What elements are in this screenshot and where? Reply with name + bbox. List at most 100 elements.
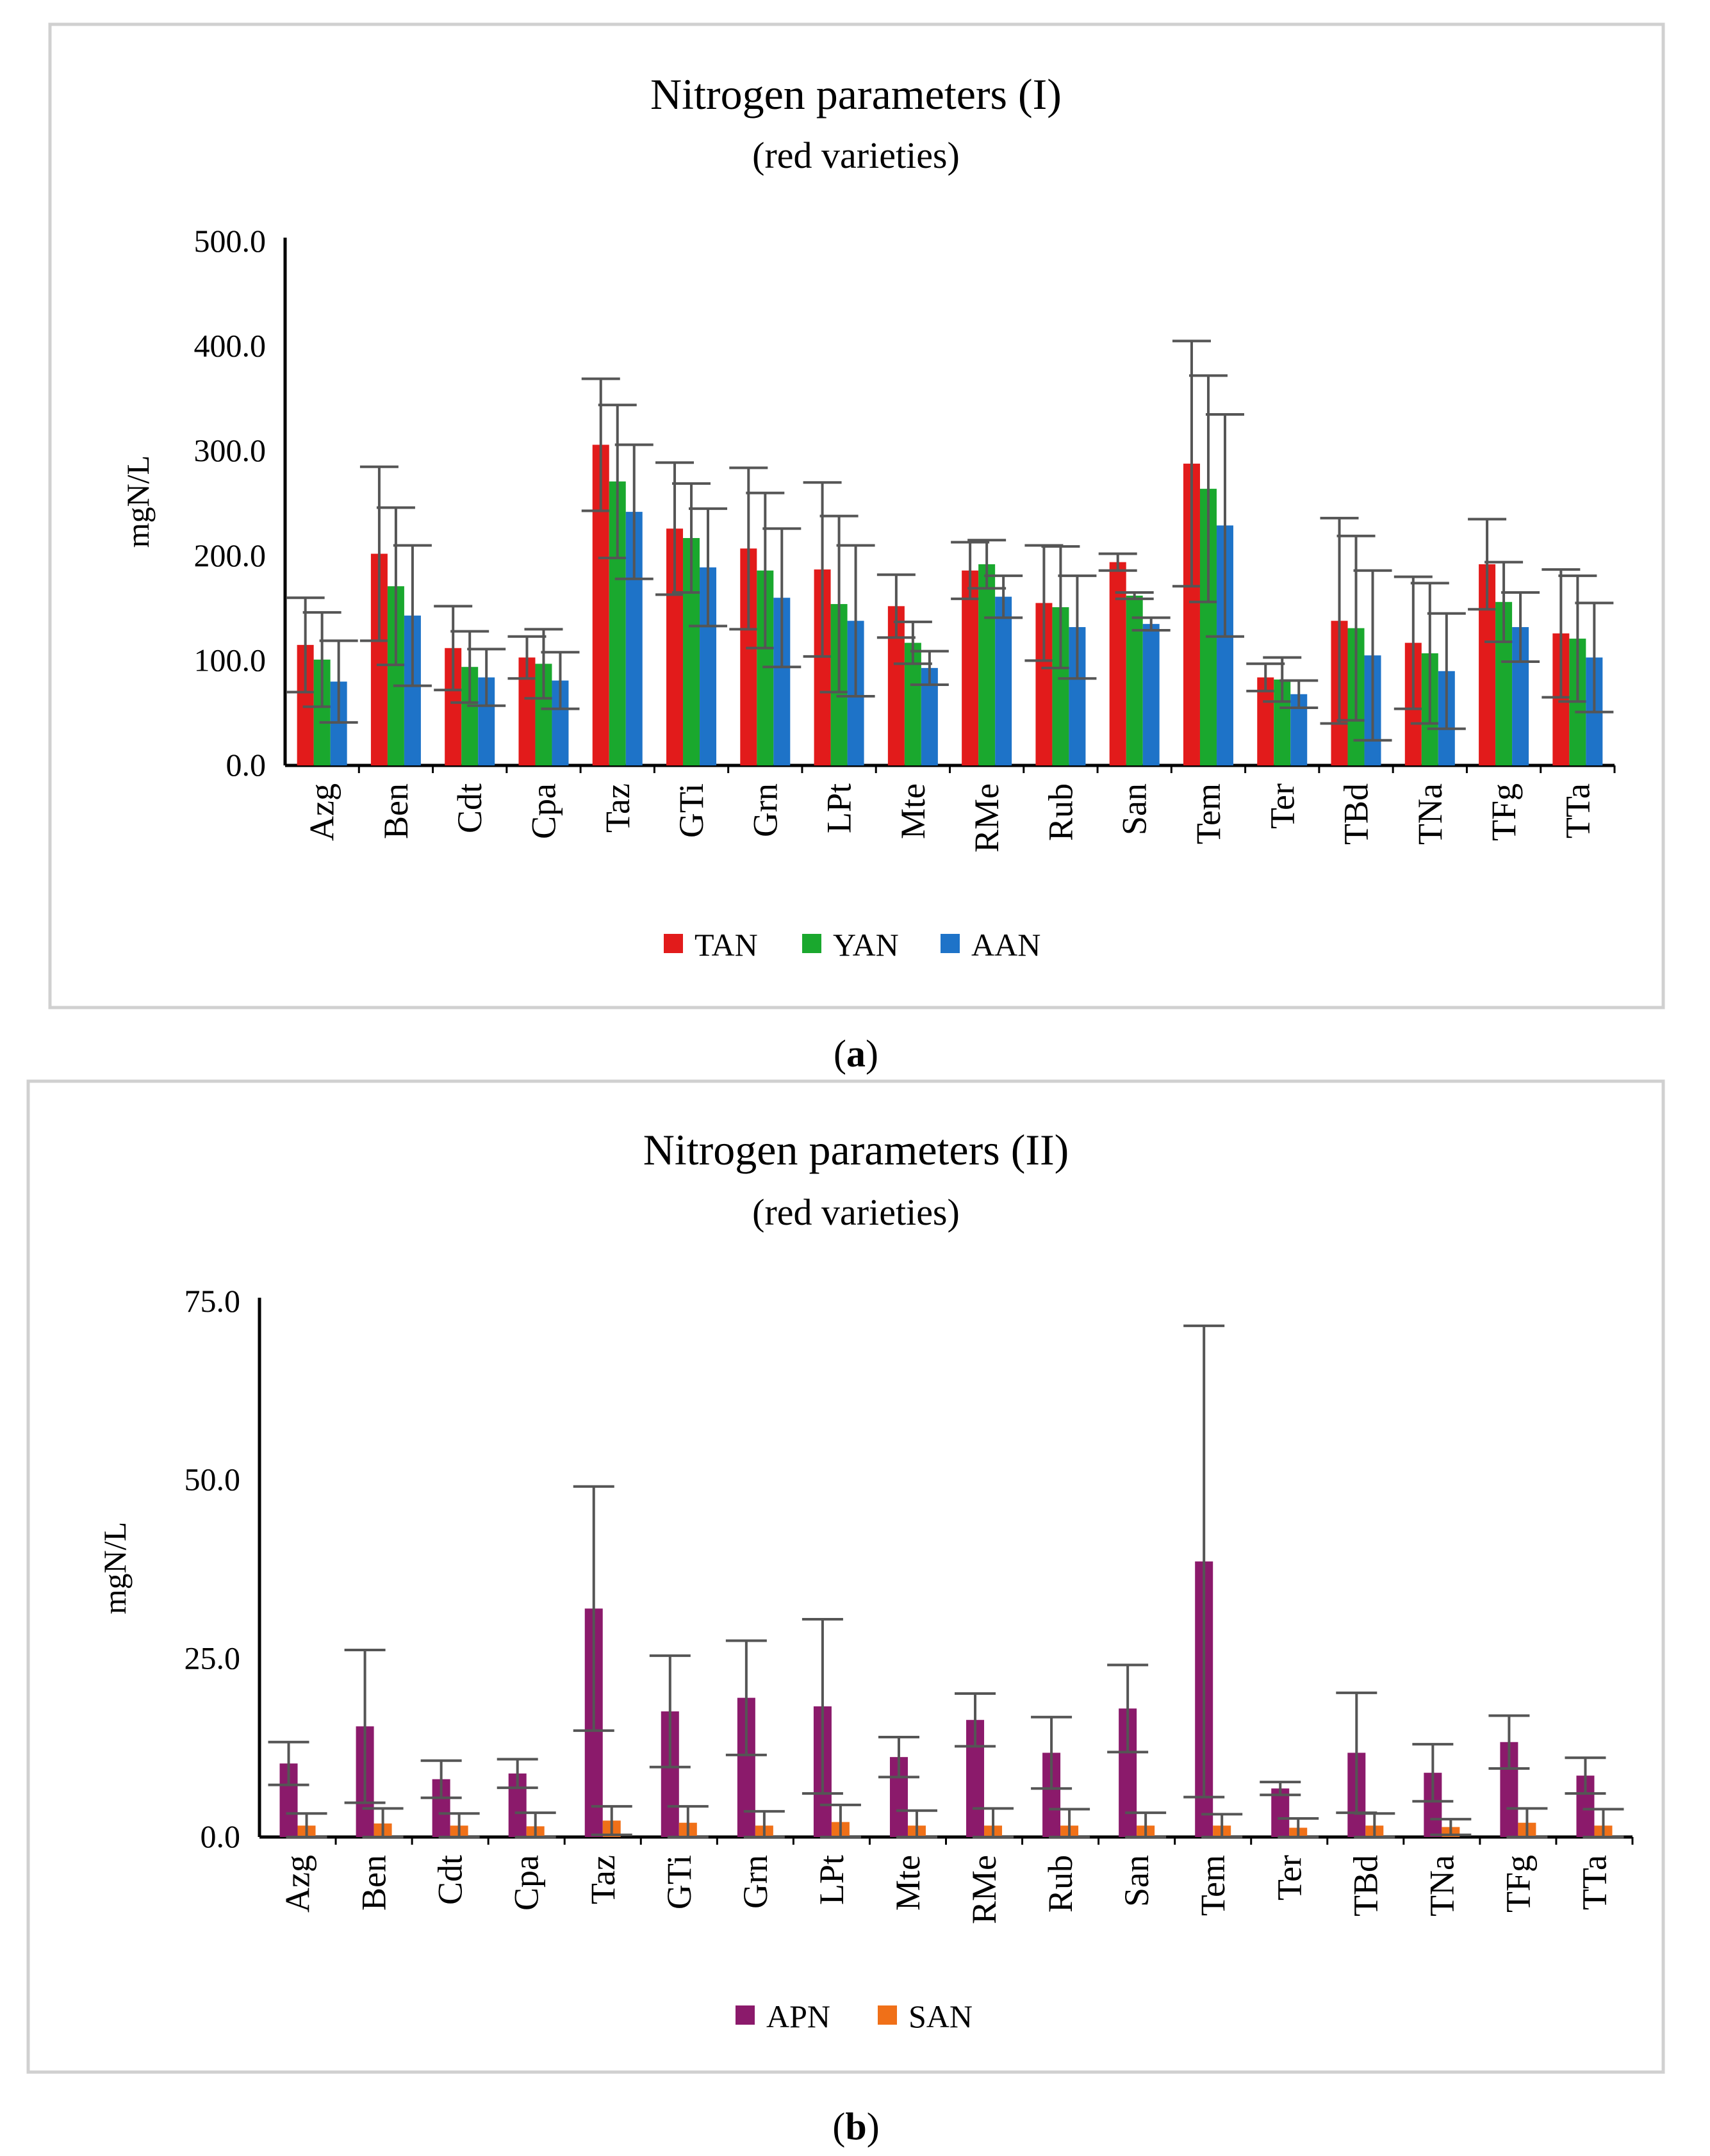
- error-bar-san: [743, 1809, 785, 1838]
- error-bar-tan: [876, 573, 916, 639]
- x-tick-label: Ben: [355, 1855, 393, 1911]
- error-bar-san: [438, 1812, 480, 1838]
- error-bar-san: [667, 1805, 709, 1838]
- error-bar-san: [1049, 1808, 1090, 1838]
- y-tick-label: 400.0: [194, 328, 267, 364]
- legend-label-tan: TAN: [695, 927, 758, 963]
- error-bar-apn: [1107, 1663, 1149, 1754]
- y-tick-label: 50.0: [185, 1462, 241, 1498]
- legend-swatch-yan: [802, 934, 821, 953]
- error-bar-apn: [1412, 1743, 1454, 1803]
- chart-a-title: Nitrogen parameters (I): [650, 70, 1062, 118]
- x-tick-label: Ben: [377, 783, 415, 839]
- y-tick-label: 100.0: [194, 642, 267, 678]
- error-bar-aan: [836, 544, 875, 698]
- x-tick-label: Grn: [746, 783, 784, 837]
- bar-yan: [978, 564, 996, 765]
- x-tick-label: TNa: [1422, 1855, 1461, 1916]
- panel-label-b: (b): [832, 2105, 879, 2148]
- error-bar-apn: [344, 1648, 386, 1804]
- error-bar-aan: [984, 574, 1023, 619]
- legend-swatch-apn: [736, 2005, 755, 2025]
- x-tick-label: Cpa: [524, 783, 563, 839]
- chart-b-title: Nitrogen parameters (II): [643, 1125, 1069, 1174]
- error-bar-aan: [614, 443, 654, 580]
- bar-yan: [1126, 595, 1143, 765]
- error-bar-apn: [497, 1758, 538, 1790]
- x-tick-label: RMe: [965, 1855, 1003, 1924]
- error-bar-apn: [420, 1759, 462, 1799]
- chart-a-ylabel: mgN/L: [120, 455, 156, 548]
- x-tick-label: Azg: [303, 783, 341, 841]
- y-tick-label: 500.0: [194, 223, 267, 259]
- x-tick-label: Azg: [279, 1855, 317, 1913]
- error-bar-aan: [1131, 616, 1171, 632]
- x-tick-label: TFg: [1499, 1855, 1537, 1913]
- bar-aan: [995, 596, 1012, 765]
- error-bar-apn: [955, 1692, 996, 1748]
- error-bar-aan: [762, 527, 802, 669]
- x-tick-label: Mte: [889, 1855, 927, 1911]
- x-tick-label: Ter: [1270, 1855, 1308, 1900]
- error-bar-apn: [1031, 1715, 1073, 1790]
- x-tick-label: San: [1117, 1855, 1156, 1907]
- error-bar-aan: [319, 639, 358, 724]
- error-bar-aan: [1205, 412, 1244, 638]
- y-tick-label: 200.0: [194, 537, 267, 573]
- error-bar-san: [896, 1809, 937, 1838]
- error-bar-tan: [1098, 552, 1137, 572]
- error-bar-aan: [1427, 612, 1466, 730]
- chart-a-plot: 0.0 100.0 200.0 300.0 400.0 500.0 Azg Ben Cdt Cpa…: [194, 223, 1616, 853]
- legend-swatch-san: [878, 2005, 897, 2025]
- y-tick-label: 0.0: [226, 747, 267, 783]
- chart-b-legend: APN SAN: [736, 1998, 973, 2034]
- error-bar-apn: [649, 1654, 691, 1768]
- error-bar-apn: [1565, 1756, 1606, 1795]
- error-bar-aan: [1279, 679, 1319, 710]
- x-tick-label: Grn: [736, 1855, 775, 1909]
- legend-swatch-tan: [664, 934, 683, 953]
- x-tick-label: Cpa: [507, 1855, 546, 1911]
- error-bar-san: [1278, 1817, 1319, 1838]
- x-tick-label: TFg: [1484, 783, 1523, 841]
- legend-label-apn: APN: [766, 1998, 830, 2034]
- y-tick-label: 0.0: [201, 1818, 241, 1854]
- error-bar-aan: [910, 649, 949, 687]
- error-bar-san: [286, 1812, 327, 1838]
- error-bar-apn: [268, 1740, 309, 1786]
- legend-label-yan: YAN: [833, 927, 899, 963]
- error-bar-san: [591, 1805, 632, 1836]
- x-tick-label: TNa: [1411, 783, 1449, 845]
- error-bar-aan: [1058, 574, 1097, 680]
- x-tick-label: Mte: [894, 783, 932, 839]
- chart-b-ylabel: mgN/L: [97, 1522, 133, 1614]
- error-bar-san: [819, 1803, 861, 1838]
- error-bar-aan: [1575, 601, 1614, 714]
- error-bar-apn: [1488, 1714, 1530, 1770]
- error-bar-san: [1201, 1813, 1243, 1838]
- x-tick-label: GTi: [672, 783, 711, 838]
- x-tick-label: TBd: [1346, 1855, 1385, 1916]
- error-bar-san: [973, 1807, 1014, 1838]
- x-tick-label: LPt: [812, 1855, 851, 1905]
- error-bar-aan: [541, 651, 580, 710]
- x-tick-label: Rub: [1041, 1855, 1080, 1913]
- chart-panel-b: Nitrogen parameters (II) (red varieties)…: [26, 1079, 1665, 2148]
- x-tick-label: Tem: [1189, 783, 1228, 844]
- legend-swatch-aan: [941, 934, 960, 953]
- error-bar-aan: [689, 507, 728, 628]
- error-bar-yan: [967, 539, 1007, 590]
- bar-aan: [1142, 624, 1160, 765]
- bar-apn: [1271, 1788, 1290, 1837]
- legend-label-san: SAN: [908, 1998, 973, 2034]
- x-tick-label: San: [1115, 783, 1154, 835]
- x-tick-label: GTi: [660, 1855, 698, 1909]
- bar-tan: [1109, 562, 1126, 765]
- x-tick-label: Cdt: [431, 1855, 470, 1905]
- chart-a-subtitle: (red varieties): [752, 135, 960, 176]
- error-bar-yan: [893, 620, 932, 666]
- x-tick-label: Taz: [584, 1855, 622, 1904]
- chart-a-legend: TAN YAN AAN: [664, 927, 1040, 963]
- error-bar-aan: [467, 648, 506, 707]
- y-tick-label: 300.0: [194, 432, 267, 468]
